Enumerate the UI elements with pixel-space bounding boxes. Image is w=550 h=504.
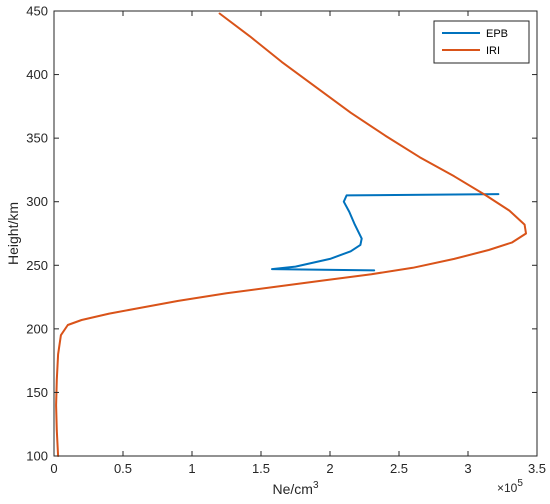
x-axis-label: Ne/cm3	[272, 480, 318, 497]
x-axis-label-text: Ne/cm	[272, 481, 312, 497]
plot-frame	[53, 10, 538, 457]
ticks-layer: 0 0.5 1 1.5 2 2.5 3 3.5 100 150 200 250 300 350 400 450	[26, 4, 546, 477]
y-axis-label: Height/km	[5, 202, 21, 265]
y-tick-label: 450	[26, 4, 48, 19]
y-tick-label: 400	[26, 67, 48, 82]
y-tick-label: 350	[26, 131, 48, 146]
legend-items: EPB IRI	[442, 28, 508, 57]
legend-item-iri: IRI	[442, 45, 500, 57]
legend: EPB IRI	[433, 20, 530, 64]
y-tick-label: 200	[26, 321, 48, 336]
x-tick-label: 3	[464, 461, 471, 476]
legend-box	[433, 20, 530, 64]
y-tick-label: 100	[26, 449, 48, 464]
x-tick-label: 0.5	[114, 461, 132, 476]
x-axis-multiplier-base: ×10	[497, 481, 518, 495]
y-tick-label: 250	[26, 258, 48, 273]
legend-label: IRI	[486, 45, 500, 57]
series-layer	[55, 12, 527, 457]
series-line-iri	[55, 12, 527, 457]
x-axis-label-superscript: 3	[313, 480, 319, 491]
series-line-epb	[271, 193, 500, 272]
legend-label: EPB	[486, 28, 508, 40]
x-tick-label: 0	[50, 461, 57, 476]
x-tick-label: 3.5	[528, 461, 546, 476]
x-tick-label: 1	[188, 461, 195, 476]
x-tick-label: 2	[326, 461, 333, 476]
y-tick-label: 150	[26, 385, 48, 400]
legend-item-epb: EPB	[442, 28, 508, 40]
x-axis-multiplier-exponent: 5	[517, 478, 523, 489]
x-tick-label: 1.5	[252, 461, 270, 476]
y-tick-label: 300	[26, 194, 48, 209]
x-tick-label: 2.5	[390, 461, 408, 476]
x-axis-multiplier: ×105	[497, 478, 523, 495]
